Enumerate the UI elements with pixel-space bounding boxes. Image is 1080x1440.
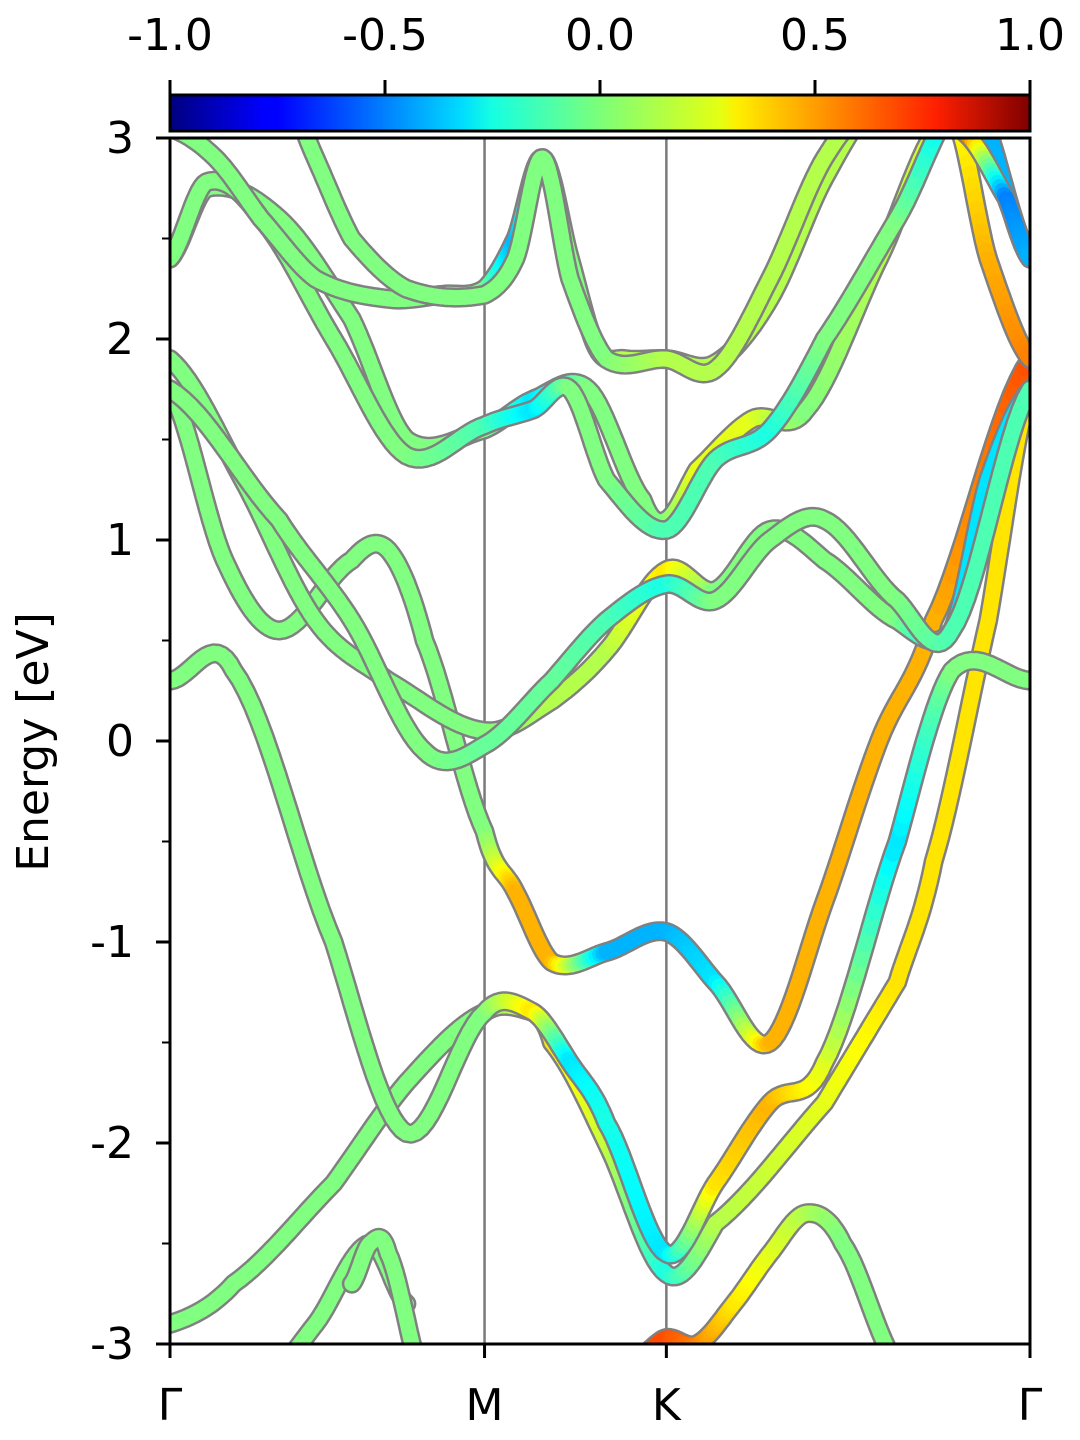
- colorbar-tick-label: -0.5: [342, 10, 428, 61]
- y-tick-label: -3: [90, 1319, 134, 1370]
- band-6: [170, 138, 1030, 541]
- plot-frame: [168, 136, 1032, 1346]
- band-segment: [176, 138, 191, 142]
- x-tick-label: Γ: [158, 1380, 183, 1431]
- band-segment: [177, 138, 195, 144]
- band-segment: [880, 1340, 894, 1344]
- band-segment: [261, 1382, 264, 1384]
- y-tick-label: 1: [106, 515, 134, 566]
- band-segment: [403, 1332, 420, 1344]
- y-tick-label: -1: [90, 917, 134, 968]
- y-tick-label: 0: [106, 716, 134, 767]
- band-segment: [291, 1343, 299, 1344]
- band-12: [640, 1203, 897, 1364]
- colorbar: -1.0 -0.5 0.0 0.5 1.0: [127, 10, 1065, 133]
- x-tick-label: M: [466, 1380, 504, 1431]
- band-9: [955, 138, 1030, 269]
- band-segment: [422, 1379, 424, 1384]
- colorbar-ticks: -1.0 -0.5 0.0 0.5 1.0: [127, 10, 1065, 95]
- band-segment: [279, 78, 281, 81]
- band-segment: [644, 1342, 656, 1344]
- band-segment: [891, 1354, 894, 1360]
- colorbar-tick-label: 0.5: [780, 10, 850, 61]
- band-segment: [407, 1341, 419, 1344]
- band-segment: [268, 1377, 271, 1380]
- y-axis-title: Energy [eV]: [8, 612, 59, 872]
- x-tick-label: Γ: [1018, 1380, 1043, 1431]
- band-segment: [278, 1367, 281, 1371]
- band-segment: [290, 1338, 306, 1344]
- y-tick-label: -2: [90, 1118, 134, 1169]
- band-11: [341, 1227, 424, 1384]
- colorbar-tick-label: 1.0: [995, 10, 1065, 61]
- band-1: [170, 643, 1030, 1265]
- band-segment: [644, 1353, 646, 1354]
- band-segment: [645, 1340, 658, 1344]
- band-segment: [643, 1353, 645, 1354]
- band-segment: [275, 1371, 279, 1374]
- band-segment: [646, 1338, 662, 1344]
- band-segment: [894, 1360, 897, 1364]
- x-tick-label: K: [652, 1380, 682, 1431]
- band-4: [170, 379, 1030, 772]
- y-axis: 3 2 1 0 -1 -2 -3: [90, 113, 170, 1370]
- y-tick-label: 3: [106, 113, 134, 164]
- colorbar-gradient: [168, 93, 1032, 133]
- band-segment: [420, 1373, 422, 1379]
- band-segment: [288, 1355, 291, 1359]
- band-segment: [286, 88, 288, 92]
- band-segment: [281, 81, 283, 84]
- colorbar-tick-label: 0.0: [565, 10, 635, 61]
- band-segment: [959, 138, 975, 144]
- band-segment: [646, 1352, 648, 1353]
- band-segment: [416, 1358, 418, 1366]
- bands: [170, 78, 1030, 1384]
- band-segment: [645, 1343, 653, 1344]
- y-tick-label: 2: [106, 314, 134, 365]
- band-segment: [281, 1363, 284, 1367]
- band-segment: [418, 1366, 420, 1373]
- band-segment: [645, 1339, 660, 1344]
- band-segment: [271, 1374, 274, 1377]
- band-segment: [284, 84, 286, 88]
- colorbar-tick-label: -1.0: [127, 10, 213, 61]
- band-segment: [285, 1359, 288, 1363]
- band-8: [279, 78, 851, 384]
- band-segment: [264, 1380, 267, 1382]
